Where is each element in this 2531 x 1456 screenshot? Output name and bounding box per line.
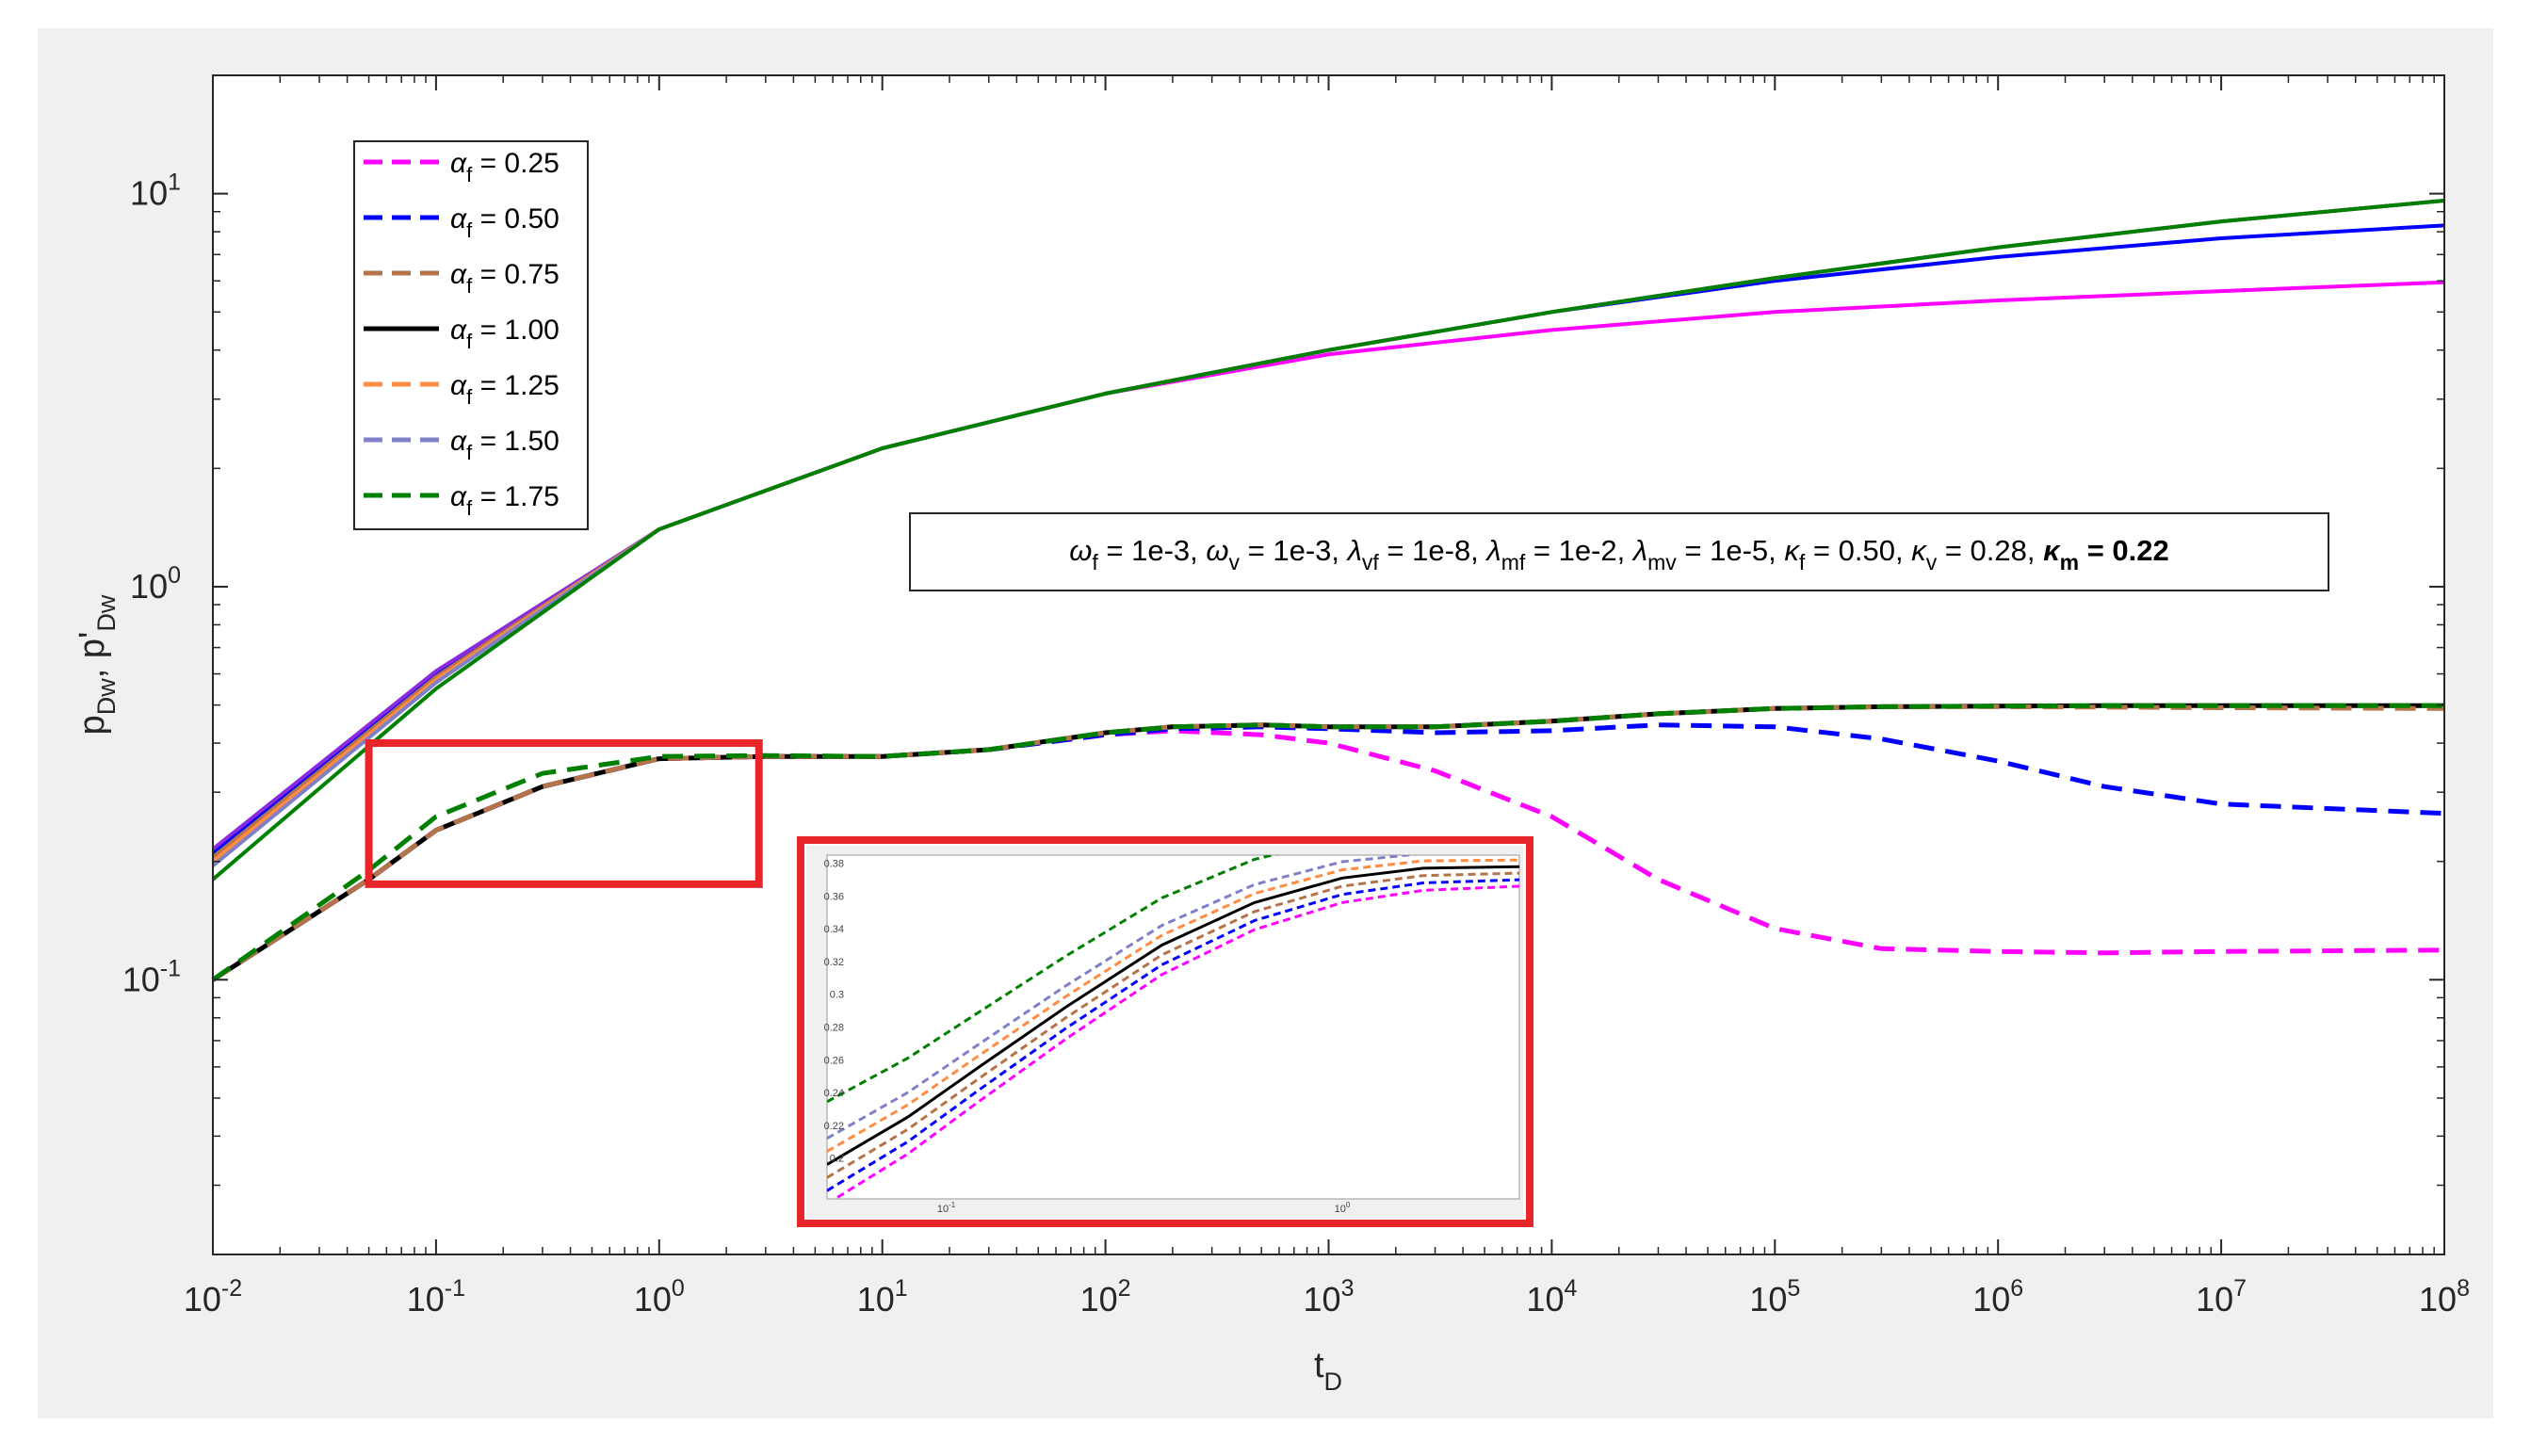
inset-curve-5: [827, 855, 1421, 1141]
inset-curve-2: [827, 871, 1519, 1179]
x-tick-label: 10-1: [407, 1275, 465, 1318]
inset-y-tick-label: 0.32: [824, 957, 844, 968]
y-tick-label: 10-1: [122, 955, 181, 998]
legend-box: [353, 140, 589, 530]
y-tick-label: 101: [130, 170, 181, 213]
inset-y-tick-label: 0.24: [824, 1088, 844, 1099]
legend-label-6: αf = 1.75: [450, 481, 560, 520]
inset-curve-4: [827, 858, 1519, 1153]
derivative-curve-4: [211, 703, 2444, 982]
y-tick-labels: 10-1 100 101: [122, 170, 181, 999]
x-tick-label: 104: [1526, 1275, 1577, 1318]
y-axis-label: pDw, p'Dw: [73, 594, 121, 735]
plot-content: [211, 199, 2445, 982]
inset-curve-3: [827, 865, 1519, 1166]
x-tick-label: 103: [1304, 1275, 1355, 1318]
parameters-frame: [909, 512, 2329, 591]
legend: αf = 0.25 αf = 0.50 αf = 0.75 αf = 1.00 αf =…: [353, 140, 589, 530]
y-tick-label: 100: [130, 562, 181, 606]
inset-curve-group: [827, 855, 1519, 1199]
inset-x-tick-label: 10-1: [937, 1201, 956, 1215]
inset-y-tick-label: 0.34: [824, 924, 844, 935]
inset-curve-0: [832, 884, 1519, 1199]
inset-y-tick-label: 0.2: [830, 1154, 844, 1165]
inset-y-tick-label: 0.26: [824, 1055, 844, 1066]
tick-marks: [212, 74, 2445, 1255]
zoom-region-box: [365, 739, 763, 888]
legend-label-0: αf = 0.25: [450, 148, 560, 186]
pressure-curve-6: [211, 199, 2445, 882]
inset-y-tick-label: 0.28: [824, 1023, 844, 1034]
x-tick-label: 101: [857, 1275, 908, 1318]
inset-curve-1: [827, 878, 1519, 1192]
x-tick-label: 100: [634, 1275, 685, 1318]
inset-axes: [826, 854, 1520, 1200]
inset-y-tick-label: 0.38: [824, 859, 844, 870]
legend-label-2: αf = 0.75: [450, 259, 560, 298]
inset-tick-labels: 0.38 0.36 0.34 0.32 0.3 0.28 0.26 0.24 0.22 0.2 10…: [824, 859, 1351, 1215]
legend-label-1: αf = 0.50: [450, 203, 560, 242]
legend-label-5: αf = 1.50: [450, 426, 560, 464]
parameters-text: ωf = 1e-3, ωv = 1e-3, λvf = 1e-8, λmf = …: [1069, 534, 2169, 574]
inset-y-tick-label: 0.22: [824, 1121, 844, 1132]
inset-y-tick-label: 0.36: [824, 891, 844, 902]
x-tick-label: 105: [1749, 1275, 1800, 1318]
x-tick-label: 108: [2419, 1275, 2470, 1318]
x-tick-label: 106: [1972, 1275, 2023, 1318]
parameters-box: ωf = 1e-3, ωv = 1e-3, λvf = 1e-8, λmf = …: [909, 512, 2329, 591]
x-tick-labels: 10-2 10-1 100 101 102 103 104 105 106 107 108: [184, 1275, 2470, 1318]
x-tick-label: 107: [2196, 1275, 2247, 1318]
legend-label-3: αf = 1.00: [450, 315, 560, 353]
inset-y-tick-label: 0.3: [830, 990, 844, 1001]
inset-plot: 0.38 0.36 0.34 0.32 0.3 0.28 0.26 0.24 0.22 0.2 10…: [797, 836, 1533, 1227]
zoom-rectangle: [365, 739, 763, 888]
legend-label-4: αf = 1.25: [450, 370, 560, 409]
inset-x-tick-label: 100: [1335, 1201, 1351, 1215]
inset-curve-6: [827, 855, 1279, 1104]
inset-curves: [827, 855, 1519, 1199]
x-axis-label: tD: [1314, 1346, 1342, 1396]
x-tick-label: 10-2: [184, 1275, 242, 1318]
x-tick-label: 102: [1080, 1275, 1131, 1318]
